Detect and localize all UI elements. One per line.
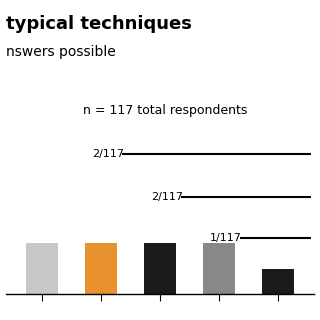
Text: 2/117: 2/117	[92, 148, 124, 159]
Bar	[144, 243, 176, 294]
Text: 1/117: 1/117	[210, 233, 242, 243]
Bar	[262, 269, 294, 294]
Text: n = 117 total respondents: n = 117 total respondents	[83, 104, 248, 116]
Text: 2/117: 2/117	[151, 192, 183, 202]
Bar	[26, 243, 58, 294]
Bar	[203, 243, 235, 294]
Text: nswers possible: nswers possible	[6, 45, 116, 59]
Bar	[85, 243, 117, 294]
Text: typical techniques: typical techniques	[6, 15, 192, 33]
